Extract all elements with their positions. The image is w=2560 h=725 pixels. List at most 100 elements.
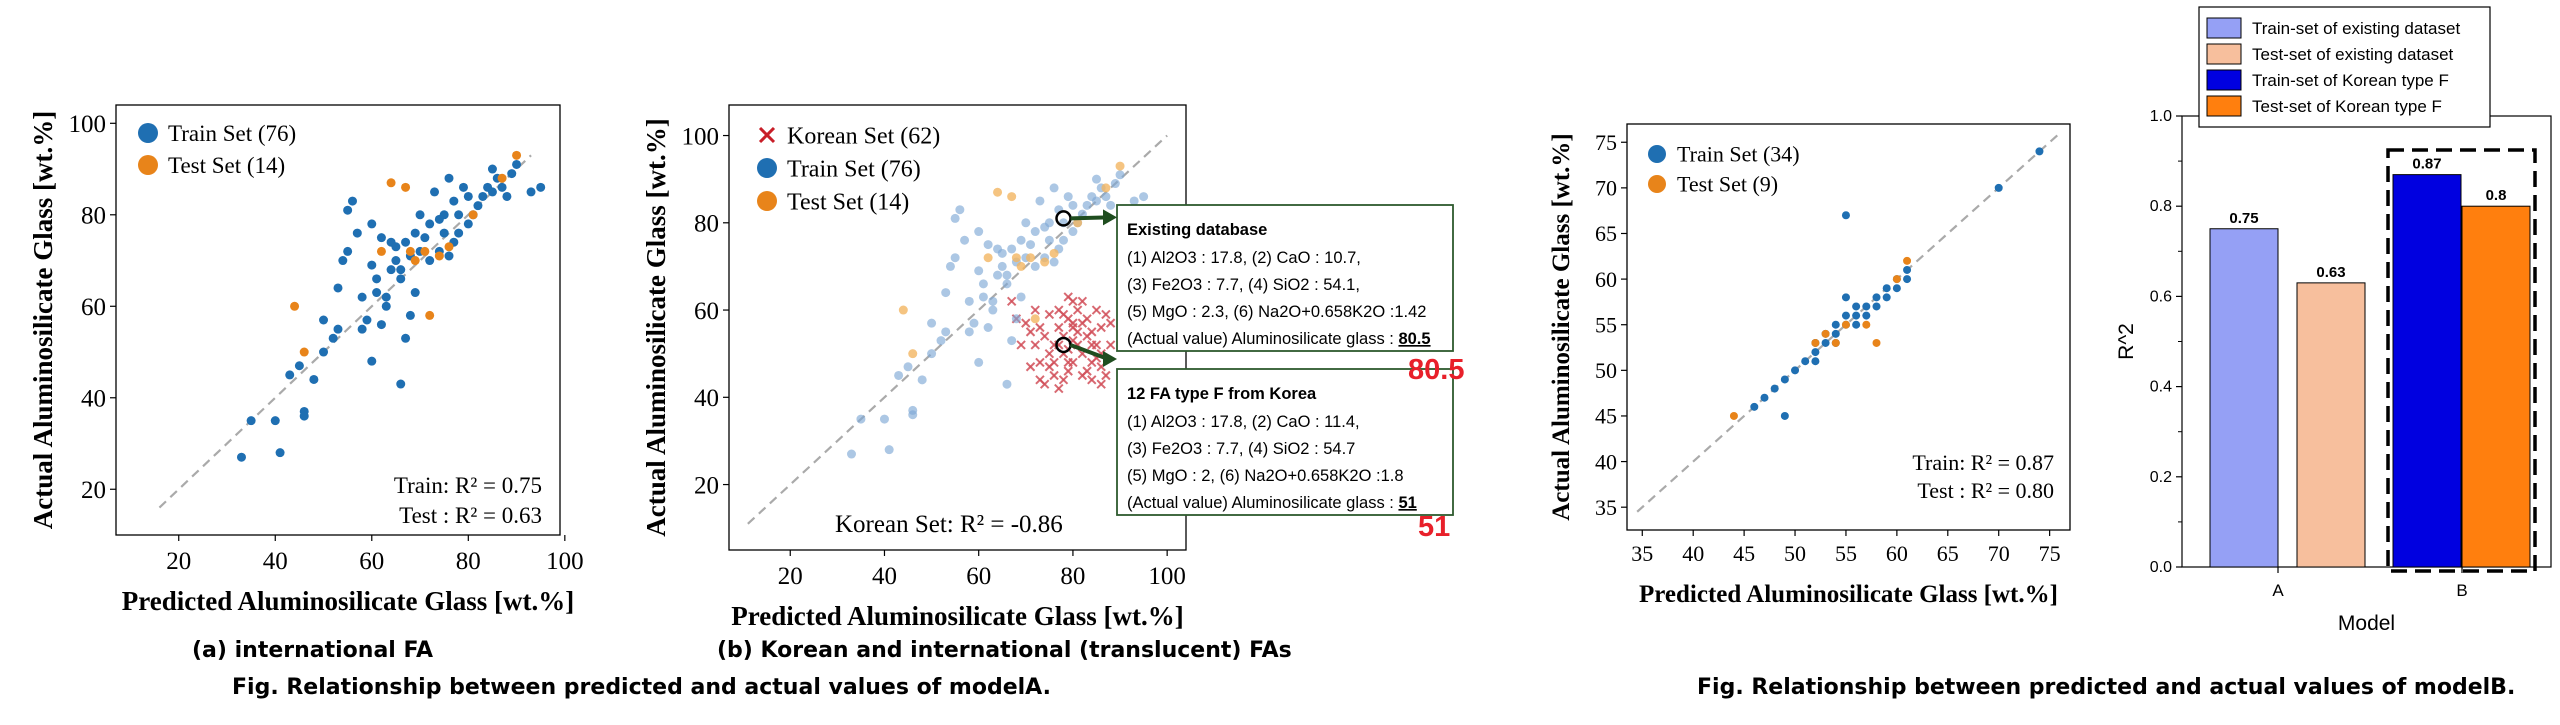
panel-d-bar-b-3 [2461,205,2531,568]
panel-d-bar-value-label: 0.75 [2229,210,2258,227]
panel-c-x-tick-label: 55 [1835,541,1857,566]
panel-a-point-train [357,324,367,334]
panel-a-x-tick-label: 80 [456,548,481,575]
panel-a-point-train [507,169,517,179]
panel-b-legend-marker-train [757,158,777,178]
panel-b-point-train [964,327,974,337]
panel-a-legend-label-test: Test Set (14) [168,153,285,178]
panel-d-legend-swatch [2206,43,2242,65]
panel-c-x-tick-label: 45 [1733,541,1755,566]
panel-b-legend-label-train: Train Set (76) [787,156,921,182]
panel-b-point-test [1049,248,1059,258]
panel-b-point-train [1016,292,1026,302]
panel-b-point-train [1115,170,1125,180]
panel-a-point-train [487,164,497,174]
panel-d-y-tick-label: 0.2 [2150,469,2172,486]
panel-b-point-train [941,327,951,337]
korean-fa-box-title: 12 FA type F from Korea [1127,385,1317,403]
panel-b-point-stroke [1072,327,1083,337]
panel-c-y-tick-label: 65 [1595,221,1617,246]
panel-b-point-train [955,205,965,215]
panel-b-point-train [1007,336,1017,346]
panel-b-point-train [1068,227,1078,237]
panel-a-point-train [246,416,256,426]
panel-a-chart: 20 40 60 80 100 20 40 60 80 100 Predicted Aluminos… [28,104,584,616]
panel-b-point-korean [1030,340,1040,350]
panel-a-point-train [376,320,386,330]
korean-fa-box: 12 FA type F from Korea (1) Al2O3 : 17.8,… [1116,368,1454,516]
panel-c-point-train [1841,311,1850,320]
panel-a-point-test [376,246,386,256]
panel-b-x-axis-label: Predicted Aluminosilicate Glass [wt.%] [731,601,1183,631]
panel-b-point-test [1026,253,1036,263]
panel-b-point-train [1091,174,1101,184]
panel-d-legend-swatch [2206,95,2242,117]
panel-d-y-tick-label: 0.4 [2150,379,2172,396]
panel-a-point-test [497,173,507,183]
panel-a-plot-frame [115,104,561,536]
panel-b-legend-label-korean: Korean Set (62) [787,123,940,149]
panel-b-point-korean [1082,331,1092,341]
panel-a-point-train [319,347,329,357]
panel-b-point-stroke [1063,292,1073,302]
panel-b-point-stroke [1096,379,1106,389]
panel-c-point-test [1872,338,1881,347]
panel-b-chart: 20 40 60 80 100 20 40 60 80 100 Predicted Aluminos… [641,104,1187,631]
existing-database-box: Existing database (1) Al2O3 : 17.8, (2) C… [1116,204,1454,352]
panel-b-x-tick-label: 40 [872,563,897,590]
panel-a-point-train [463,191,473,201]
panel-b-point-train [1044,235,1054,245]
panel-c-point-test [1841,320,1850,329]
panel-b-point-train [969,318,979,328]
panel-b-point-train [1002,279,1012,289]
panel-b-point-train [983,240,993,250]
panel-b-point-korean [1035,322,1045,333]
callout-arrow [1069,343,1109,361]
panel-a-y-axis-label: Actual Aluminosilicate Glass [wt.%] [28,111,58,530]
panel-a-point-train [367,219,377,229]
panel-d-bar-a-1 [2296,282,2366,568]
panel-b-y-tick-label: 20 [694,472,719,499]
panel-c-point-train [1903,275,1912,284]
panel-b-point-train [974,227,984,237]
panel-a-point-train [487,187,497,197]
panel-c-point-train [1852,302,1861,311]
panel-a-point-train [449,196,459,206]
korean-fa-box-line: (1) Al2O3 : 17.8, (2) CaO : 11.4, [1127,413,1360,431]
panel-b-point-korean [1063,357,1073,368]
panel-b-point-korean [1044,348,1055,359]
panel-a-point-train [333,324,343,334]
panel-b-point-stroke [1101,309,1111,320]
panel-a-point-train [430,187,440,197]
callout-arrowhead [1103,209,1117,226]
panel-b-point-train [997,248,1007,258]
panel-c-point-train [1862,302,1871,311]
panel-a-point-train [425,256,435,266]
panel-c-point-train [1892,284,1901,293]
figure-a-caption: Fig. Relationship between predicted and … [232,675,1051,700]
panel-b-point-train [941,288,951,298]
panel-b-point-korean [1096,322,1106,333]
panel-b-point-stroke [1035,357,1045,368]
panel-b-point-train [884,445,894,455]
panel-b-point-train [879,414,889,424]
panel-c-point-train [1872,293,1881,302]
panel-b-point-stroke [1063,357,1073,368]
panel-a-point-train [270,416,280,426]
panel-a-point-train [454,228,464,238]
panel-b-point-train [988,305,998,315]
panel-b-point-train [997,261,1007,271]
panel-b-x-tick-label: 20 [778,563,803,590]
panel-b-point-train [1101,192,1111,202]
panel-b-point-stroke [1063,314,1073,324]
panel-c-y-tick-label: 70 [1595,176,1617,201]
panel-c-point-test [1831,338,1840,347]
panel-b-point-train [1139,192,1149,202]
panel-b-point-train [974,266,984,276]
panel-c-point-train [1801,357,1810,366]
panel-a-point-test [290,301,300,311]
panel-a-point-train [420,233,430,243]
panel-c-point-train [1811,348,1820,357]
panel-b-point-stroke [1087,340,1097,350]
panel-b-point-train [988,296,998,306]
